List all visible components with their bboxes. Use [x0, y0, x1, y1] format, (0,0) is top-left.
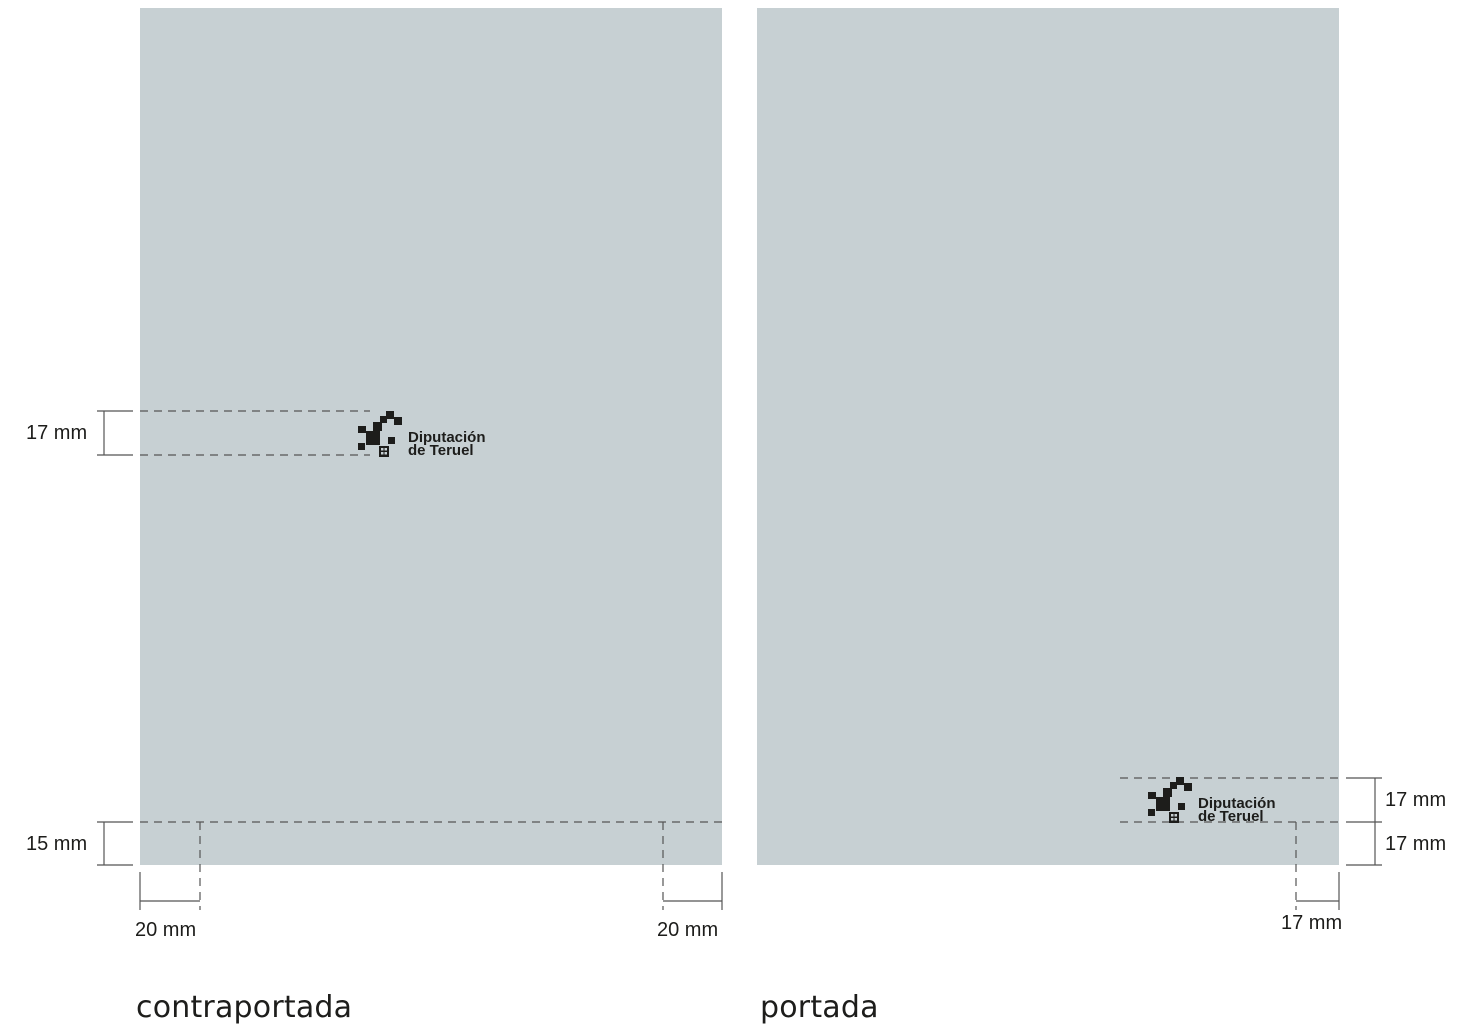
- front-cover-page: [757, 8, 1339, 865]
- back-cover-logo: Diputación de Teruel: [356, 409, 516, 469]
- diputacion-teruel-pixel-cross-icon: [358, 411, 402, 457]
- front-cover-caption: portada: [760, 990, 879, 1025]
- logo-wordmark: Diputación de Teruel: [408, 429, 486, 459]
- front-bottom-margin-label: 17 mm: [1385, 833, 1447, 855]
- logo-line-2: de Teruel: [1198, 808, 1264, 825]
- front-cover-logo: Diputación de Teruel: [1146, 775, 1306, 835]
- logo-wordmark: Diputación de Teruel: [1198, 795, 1276, 825]
- back-right-margin-label: 20 mm: [657, 919, 719, 941]
- front-logo-height-label: 17 mm: [1385, 789, 1447, 811]
- back-cover-page: [140, 8, 722, 865]
- front-right-margin-label: 17 mm: [1281, 912, 1343, 934]
- logo-line-1: Diputación: [1198, 795, 1276, 812]
- back-cover-caption: contraportada: [136, 990, 353, 1025]
- back-bottom-margin-label: 15 mm: [26, 833, 88, 855]
- back-left-margin-label: 20 mm: [135, 919, 197, 941]
- diputacion-teruel-pixel-cross-icon: [1148, 777, 1192, 823]
- back-logo-height-label: 17 mm: [26, 422, 88, 444]
- logo-line-1: Diputación: [408, 429, 486, 446]
- logo-line-2: de Teruel: [408, 442, 474, 459]
